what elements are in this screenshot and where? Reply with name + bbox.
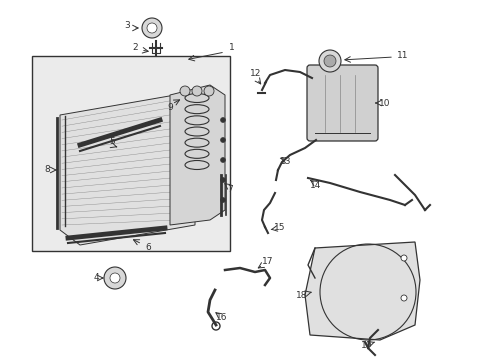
Text: 14: 14 — [310, 180, 321, 189]
Circle shape — [110, 273, 120, 283]
Text: 18: 18 — [296, 291, 307, 300]
Text: 17: 17 — [262, 257, 273, 266]
Circle shape — [220, 158, 225, 162]
Text: 19: 19 — [361, 341, 372, 350]
Text: 6: 6 — [145, 243, 151, 252]
Circle shape — [318, 50, 340, 72]
Text: 8: 8 — [44, 166, 50, 175]
FancyBboxPatch shape — [306, 65, 377, 141]
Circle shape — [220, 138, 225, 143]
Text: 2: 2 — [132, 42, 138, 51]
Circle shape — [220, 117, 225, 122]
Bar — [32, 56, 229, 251]
Text: 7: 7 — [226, 185, 232, 194]
Text: 16: 16 — [216, 314, 227, 323]
Polygon shape — [170, 85, 224, 225]
Polygon shape — [305, 242, 419, 340]
Circle shape — [104, 267, 126, 289]
Circle shape — [203, 86, 214, 96]
Text: 5: 5 — [109, 138, 115, 147]
Circle shape — [192, 86, 202, 96]
Circle shape — [400, 295, 406, 301]
Circle shape — [220, 177, 225, 183]
Text: 1: 1 — [229, 44, 234, 53]
Text: 15: 15 — [274, 224, 285, 233]
Text: 4: 4 — [93, 274, 99, 283]
Circle shape — [180, 86, 190, 96]
Text: 13: 13 — [280, 158, 291, 166]
Text: 11: 11 — [396, 50, 408, 59]
Circle shape — [220, 198, 225, 202]
Circle shape — [324, 55, 335, 67]
Text: 9: 9 — [167, 104, 173, 112]
Text: 3: 3 — [124, 22, 130, 31]
Polygon shape — [60, 95, 195, 245]
Circle shape — [142, 18, 162, 38]
Circle shape — [147, 23, 157, 33]
Text: 10: 10 — [379, 99, 390, 108]
Text: 12: 12 — [250, 68, 261, 77]
Circle shape — [400, 255, 406, 261]
